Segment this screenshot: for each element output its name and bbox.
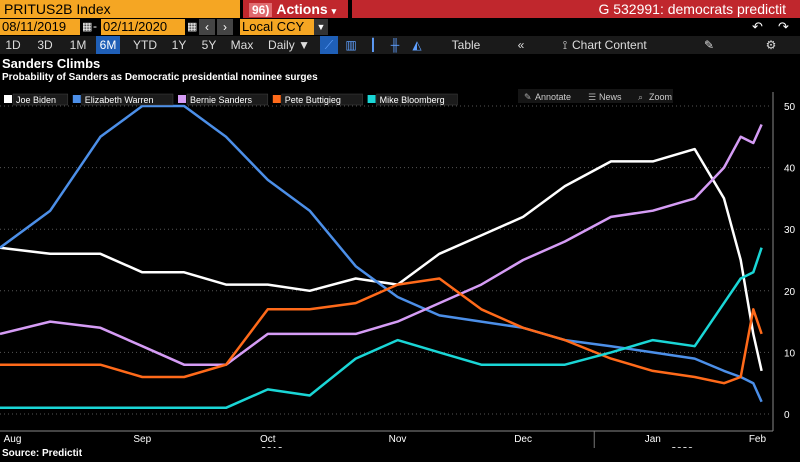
start-date-input[interactable]: 08/11/2019 xyxy=(0,19,80,35)
period-1d[interactable]: 1D xyxy=(5,38,21,52)
legend-item: Elizabeth Warren xyxy=(72,93,174,106)
period-6m[interactable]: 6M xyxy=(96,36,120,54)
x-tick-label: Jan xyxy=(645,434,661,445)
gear-icon[interactable]: ⚙ xyxy=(765,38,777,52)
legend-box xyxy=(81,93,174,106)
legend-box xyxy=(12,93,69,106)
chart-content-icon: ⟟ xyxy=(562,38,568,52)
tool-label: News xyxy=(599,92,622,102)
mountain-chart-icon[interactable]: ◭ xyxy=(412,38,422,52)
frequency-value: Daily xyxy=(268,38,295,52)
series-line-pete-buttigieg xyxy=(0,277,763,385)
redo-icon[interactable]: ↷ xyxy=(778,19,789,34)
caret-down-icon: ▾ xyxy=(331,6,337,16)
date-range-bar: 08/11/2019 ▦ - 02/11/2020 ▦ ‹ › Local CC… xyxy=(0,18,800,36)
edit-icon[interactable]: ✎ xyxy=(703,38,715,52)
legend-swatch xyxy=(72,95,81,103)
chevron-right-icon[interactable]: › xyxy=(217,19,233,35)
chart-source: Source: Predictit xyxy=(2,448,83,459)
legend-item: Mike Bloomberg xyxy=(367,93,458,106)
legend-swatch xyxy=(178,95,186,103)
x-axis: Aug Sep Oct Nov Dec Jan Feb 2019 2020 xyxy=(0,430,773,448)
chart-content-button[interactable]: Chart Content xyxy=(572,38,647,52)
series-line-mike-bloomberg xyxy=(0,247,763,410)
y-tick-label: 40 xyxy=(784,164,796,175)
x-tick-label: Dec xyxy=(514,434,532,445)
legend-swatch xyxy=(367,95,376,103)
ohlc-icon[interactable]: ╫ xyxy=(390,38,400,52)
legend-label: Joe Biden xyxy=(16,95,56,105)
chart-tools: ✎ Annotate ☰ News ⌕ Zoom xyxy=(518,89,673,103)
currency-value: Local CCY xyxy=(242,19,305,34)
line-chart: 0 10 20 30 40 50 Aug Sep Oct Nov Dec Jan Feb 2019 202… xyxy=(0,89,796,448)
period-ytd[interactable]: YTD xyxy=(133,38,157,52)
x-tick-label: Nov xyxy=(389,434,407,445)
chart-window-title: G 532991: democrats predictit xyxy=(352,0,800,18)
series-lines xyxy=(0,104,763,410)
legend-label: Pete Buttigieg xyxy=(285,95,341,105)
calendar-icon[interactable]: ▦ xyxy=(187,21,198,33)
candlestick-icon[interactable]: ┃ xyxy=(369,38,377,52)
calendar-icon[interactable]: ▦ xyxy=(82,21,93,33)
legend-item: Bernie Sanders xyxy=(178,93,269,106)
end-date-input[interactable]: 02/11/2020 xyxy=(101,19,185,35)
series-line-joe-biden xyxy=(0,147,763,372)
top-bar: PRITUS2B Index 96) Actions ▾ G 532991: de… xyxy=(0,0,800,18)
chart-title: Sanders Climbs xyxy=(2,56,101,71)
chevron-left-icon[interactable]: ‹ xyxy=(199,19,215,35)
period-max[interactable]: Max xyxy=(230,38,254,52)
date-separator: - xyxy=(93,19,97,33)
x-tick-label: Oct xyxy=(260,434,276,445)
zoom-icon: ⌕ xyxy=(638,93,643,103)
bar-chart-icon[interactable]: ▥ xyxy=(345,38,357,52)
period-5y[interactable]: 5Y xyxy=(201,38,217,52)
x-tick-label: Aug xyxy=(4,434,22,445)
tool-label: Annotate xyxy=(535,92,571,102)
undo-icon[interactable]: ↶ xyxy=(752,19,763,34)
caret-down-icon: ▼ xyxy=(314,19,328,35)
legend-item: Pete Buttigieg xyxy=(272,93,363,106)
legend-label: Bernie Sanders xyxy=(190,95,253,105)
caret-down-icon: ▼ xyxy=(298,38,310,52)
period-1y[interactable]: 1Y xyxy=(171,38,187,52)
legend-label: Mike Bloomberg xyxy=(380,95,445,105)
tool-label: Zoom xyxy=(649,92,672,102)
y-tick-label: 50 xyxy=(784,102,796,113)
legend-item: Joe Biden xyxy=(4,93,69,106)
legend-box xyxy=(281,93,363,106)
frequency-select[interactable]: Daily ▼ xyxy=(264,36,314,54)
y-tick-label: 20 xyxy=(784,287,796,298)
period-3d[interactable]: 3D xyxy=(37,38,53,52)
actions-number: 96) xyxy=(249,3,273,17)
actions-button[interactable]: 96) Actions ▾ xyxy=(243,0,348,18)
series-line-bernie-sanders xyxy=(0,123,763,366)
year-label: 2019 xyxy=(261,446,284,448)
legend-swatch xyxy=(272,95,281,103)
actions-label: Actions xyxy=(276,1,328,17)
y-tick-label: 10 xyxy=(784,348,796,359)
chart-toolbar: 1D 3D 1M 6M YTD 1Y 5Y Max Daily ▼ ⟋ ▥ ┃ … xyxy=(0,36,800,54)
period-1m[interactable]: 1M xyxy=(69,38,87,52)
currency-select[interactable]: Local CCY ▼ xyxy=(240,19,328,35)
y-tick-label: 30 xyxy=(784,225,796,236)
line-chart-icon[interactable]: ⟋ xyxy=(320,36,338,54)
table-button[interactable]: Table xyxy=(451,38,481,52)
y-tick-label: 0 xyxy=(784,410,790,421)
legend-swatch xyxy=(4,95,12,103)
chart-subtitle: Probability of Sanders as Democratic pre… xyxy=(2,72,318,83)
chart-tools-bar xyxy=(518,89,673,103)
y-axis: 0 10 20 30 40 50 xyxy=(772,92,796,431)
year-label: 2020 xyxy=(671,446,694,448)
pencil-icon: ✎ xyxy=(524,93,532,103)
news-icon: ☰ xyxy=(588,93,596,103)
legend-label: Elizabeth Warren xyxy=(85,95,154,105)
legend-box xyxy=(376,93,458,106)
x-tick-label: Feb xyxy=(749,434,767,445)
legend: Joe Biden Elizabeth Warren Bernie Sanders P… xyxy=(4,93,458,106)
x-tick-label: Sep xyxy=(133,434,151,445)
legend-box xyxy=(186,93,269,106)
collapse-left-icon[interactable]: « xyxy=(517,38,525,52)
series-line-elizabeth-warren xyxy=(0,104,763,403)
ticker-field[interactable]: PRITUS2B Index xyxy=(0,0,240,18)
